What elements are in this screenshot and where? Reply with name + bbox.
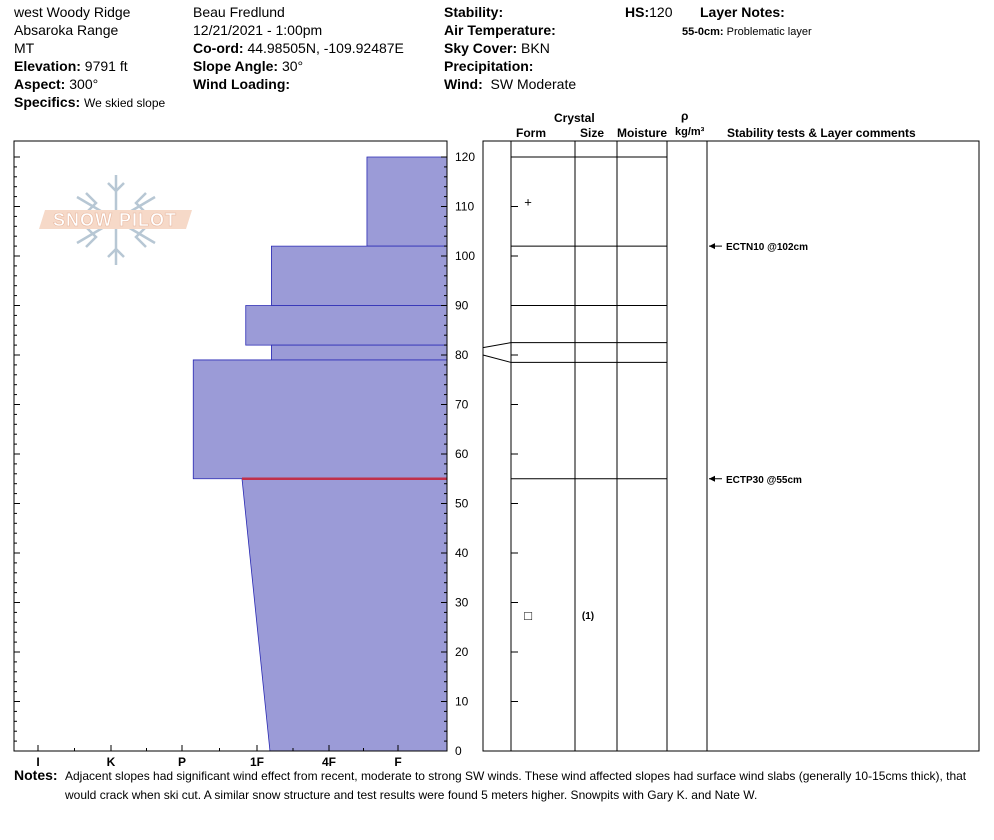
chart-frames (13, 140, 980, 752)
size-header: Size (580, 126, 605, 140)
hardness-profile (192, 156, 448, 752)
hardness-label-K: K (107, 755, 116, 769)
coord-value: 44.98505N, -109.92487E (247, 40, 404, 56)
depth-axis: 0 10 20 30 40 50 60 70 80 90 100 110 120 (14, 150, 518, 758)
stability-tests: ECTN10 @102cm ECTP30 @55cm (709, 242, 808, 486)
hardness-layer-1 (270, 245, 448, 306)
hardness-label-1F: 1F (250, 755, 264, 769)
connector-78 (482, 354, 512, 363)
slope-value: 30° (281, 58, 304, 74)
state: MT (14, 40, 35, 56)
stability-test-label-0: ECTN10 @102cm (726, 242, 808, 253)
layer-note: 55-0cm: Problematic layer (682, 24, 812, 40)
form-header: Form (516, 126, 546, 140)
layer-note-depth: 55-0cm: (682, 26, 724, 38)
notes-label: Notes: (14, 767, 58, 783)
density-unit-header: kg/m³ (675, 126, 705, 138)
sky-label: Sky Cover: (444, 40, 518, 56)
sky-cover: Sky Cover: BKN (444, 40, 550, 56)
crystal-size-1: (1) (582, 611, 594, 622)
hardness-layer-2 (245, 305, 448, 346)
hs-label: HS: (625, 4, 650, 20)
hardness-label-P: P (178, 755, 186, 769)
aspect: Aspect: 300° (14, 76, 98, 92)
crystal-forms: + □ (1) (524, 195, 594, 623)
hardness-axis: I K P 1F 4F F (36, 745, 402, 769)
depth-label-0: 0 (455, 744, 462, 758)
layers-frame (482, 140, 980, 752)
hs: HS:120 (625, 4, 672, 20)
stability-comments-header: Stability tests & Layer comments (727, 126, 916, 140)
air-temp-label: Air Temperature: (444, 22, 556, 38)
hardness-label-F: F (394, 755, 401, 769)
elevation-label: Elevation: (14, 58, 81, 74)
test-arrow-head-0 (709, 243, 715, 250)
date-time: 12/21/2021 - 1:00pm (193, 22, 323, 38)
specifics-value: We skied slope (84, 96, 166, 110)
stability-test-label-1: ECTP30 @55cm (726, 475, 802, 486)
crystal-form-1: □ (524, 608, 532, 623)
depth-label-50: 50 (455, 497, 469, 511)
coord-label: Co-ord: (193, 40, 244, 56)
hardness-frame (13, 140, 448, 752)
rho-header: ρ (681, 109, 689, 123)
depth-label-100: 100 (455, 249, 475, 263)
sky-value: BKN (521, 40, 550, 56)
hs-value: 120 (649, 4, 673, 20)
depth-label-30: 30 (455, 596, 469, 610)
hardness-layer-0 (366, 156, 448, 247)
logo-text: SNOW PILOT (53, 210, 177, 230)
slope-angle: Slope Angle: 30° (193, 58, 303, 74)
depth-label-60: 60 (455, 447, 469, 461)
notes-line-2: would crack when ski cut. A similar snow… (65, 788, 758, 802)
crystal-form-0: + (524, 195, 532, 210)
specifics: Specifics: We skied slope (14, 94, 165, 111)
hardness-layer-3 (270, 344, 448, 361)
layer-boundaries (482, 156, 667, 480)
aspect-label: Aspect: (14, 76, 66, 92)
observer: Beau Fredlund (193, 4, 285, 20)
hardness-layer-4 (192, 359, 448, 480)
aspect-value: 300° (69, 76, 99, 92)
depth-label-20: 20 (455, 645, 469, 659)
hardness-layer-5 (241, 478, 448, 752)
crystal-header: Crystal (554, 111, 595, 125)
logo-banner (39, 210, 192, 229)
depth-label-10: 10 (455, 695, 469, 709)
wind: Wind: SW Moderate (444, 76, 576, 92)
elevation: Elevation: 9791 ft (14, 58, 128, 74)
specifics-label: Specifics: (14, 94, 81, 110)
wind-label: Wind: (444, 76, 483, 92)
wind-loading-label: Wind Loading: (193, 76, 291, 92)
layer-notes-label: Layer Notes: (700, 4, 785, 20)
depth-label-80: 80 (455, 348, 469, 362)
depth-label-120: 120 (455, 150, 475, 164)
hardness-label-4F: 4F (322, 755, 336, 769)
hardness-label-I: I (36, 755, 39, 769)
notes-line-1: Adjacent slopes had significant wind eff… (65, 769, 967, 783)
stability-label: Stability: (444, 4, 504, 20)
depth-label-70: 70 (455, 398, 469, 412)
test-arrow-head-1 (709, 475, 715, 482)
depth-label-40: 40 (455, 546, 469, 560)
depth-label-110: 110 (455, 200, 474, 214)
mountain-range: Absaroka Range (14, 22, 119, 38)
slope-label: Slope Angle: (193, 58, 279, 74)
precip-label: Precipitation: (444, 58, 534, 74)
depth-label-90: 90 (455, 299, 469, 313)
snowpilot-logo: SNOW PILOT (39, 175, 192, 265)
layer-note-text: Problematic layer (726, 26, 812, 38)
moisture-header: Moisture (617, 126, 668, 140)
coordinates: Co-ord: 44.98505N, -109.92487E (193, 40, 404, 56)
location-name: west Woody Ridge (14, 4, 131, 20)
connector-82 (482, 342, 512, 349)
elevation-value: 9791 ft (84, 58, 128, 74)
wind-value: SW Moderate (490, 76, 577, 92)
